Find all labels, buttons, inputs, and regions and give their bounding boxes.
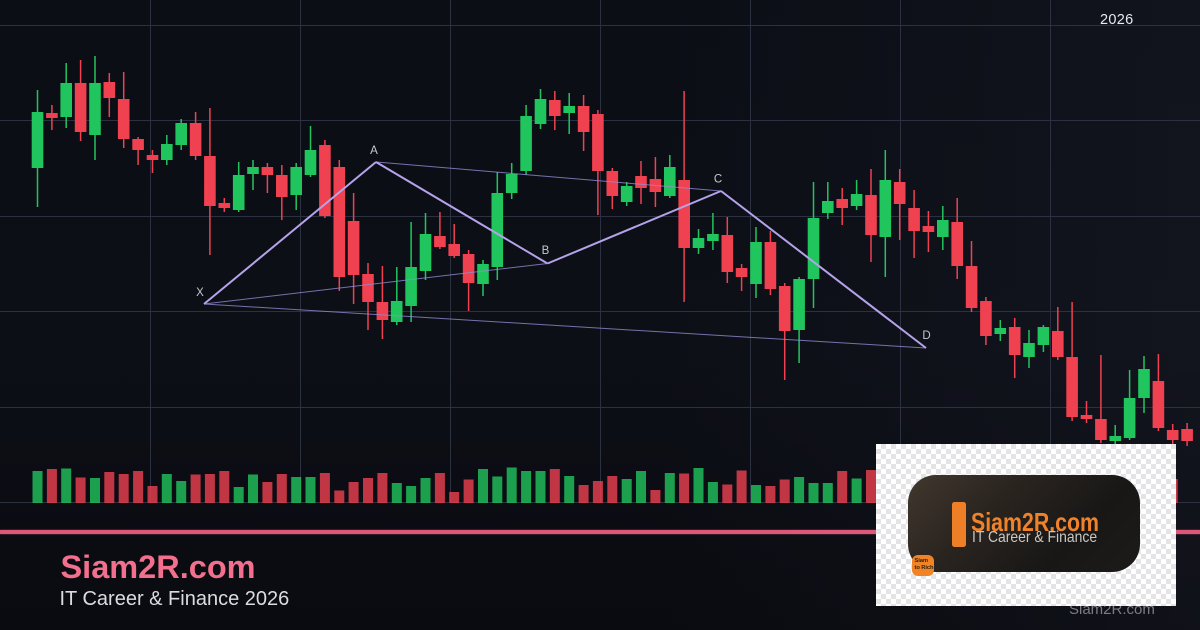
svg-text:X: X [196,287,204,299]
svg-text:B: B [542,245,550,257]
svg-text:A: A [370,145,378,157]
svg-text:C: C [714,174,722,186]
svg-text:D: D [922,330,930,342]
